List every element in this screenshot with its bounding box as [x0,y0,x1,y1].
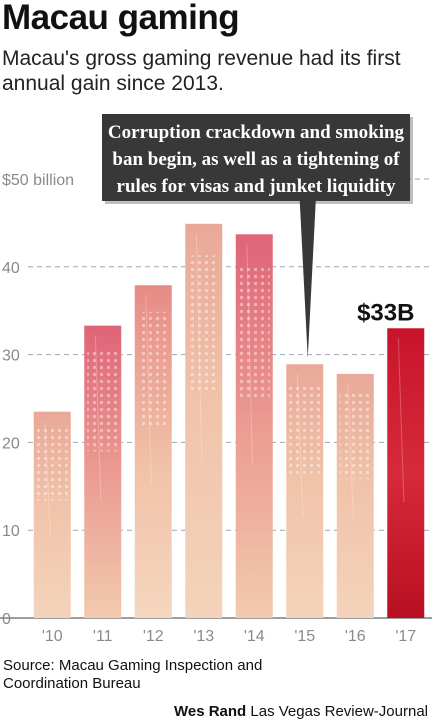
y-tick-label: 0 [2,611,11,628]
x-tick-label: '13 [193,628,214,645]
bar-texture-line [246,244,253,465]
y-tick-label: 30 [2,348,20,365]
bar-chart: 0 10 20 30 40 $50 billion '10 '11 '12 '13 '14 '15 '1… [0,114,432,645]
y-tick-label: 40 [2,260,20,277]
credit-line: Wes Rand Las Vegas Review-Journal [174,703,428,720]
credit-name: Wes Rand [173,703,247,720]
bar-texture-line [347,383,354,521]
callout-text-line: rules for visas and junket liquidity [117,176,396,197]
x-tick-label: '10 [42,628,63,645]
x-tick-label: '17 [395,628,416,645]
x-tick-label: '14 [244,628,265,645]
bars [33,223,425,618]
axis-labels: 0 10 20 30 40 $50 billion '10 '11 '12 '13 '14 '15 '1… [2,172,416,645]
y-tick-label: 10 [2,523,20,540]
x-tick-label: '16 [345,628,366,645]
bar-texture-line [296,374,304,517]
bar-texture [339,393,371,479]
callout-text-line: Corruption crackdown and smoking [108,122,405,143]
chart-subtitle: Macau's gross gaming revenue had its fir… [2,47,401,95]
bar-texture-line [94,335,102,502]
source-line-2: Coordination Bureau [3,675,141,692]
bar-texture [289,384,321,474]
bar-texture-line [195,233,203,461]
callout-box [102,114,410,359]
bar [387,328,425,618]
bar-texture [87,349,119,452]
annotation-callout: Corruption crackdown and smoking ban begi… [102,114,413,359]
bar-texture-line [397,338,405,503]
x-tick-label: '15 [294,628,315,645]
bar-texture [137,311,169,429]
chart-title: Macau gaming [2,0,240,37]
y-tick-label: 20 [2,435,20,452]
credit-org: Las Vegas Review-Journal [250,703,428,720]
y-tick-label: $50 billion [2,172,74,189]
bar-texture [36,428,68,501]
x-tick-label: '12 [143,628,164,645]
source-line-1: Source: Macau Gaming Inspection and [3,657,263,674]
x-tick-label: '11 [93,628,113,645]
source-note: Source: Macau Gaming Inspection and Coor… [3,657,262,693]
bar-texture-line [44,421,51,536]
bar-texture-line [145,295,152,485]
callout-text-line: ban begin, as well as a tightening of [112,149,400,170]
bar-texture [188,255,220,394]
highlight-value-label: $33B [357,299,414,326]
bar-texture [238,265,270,400]
